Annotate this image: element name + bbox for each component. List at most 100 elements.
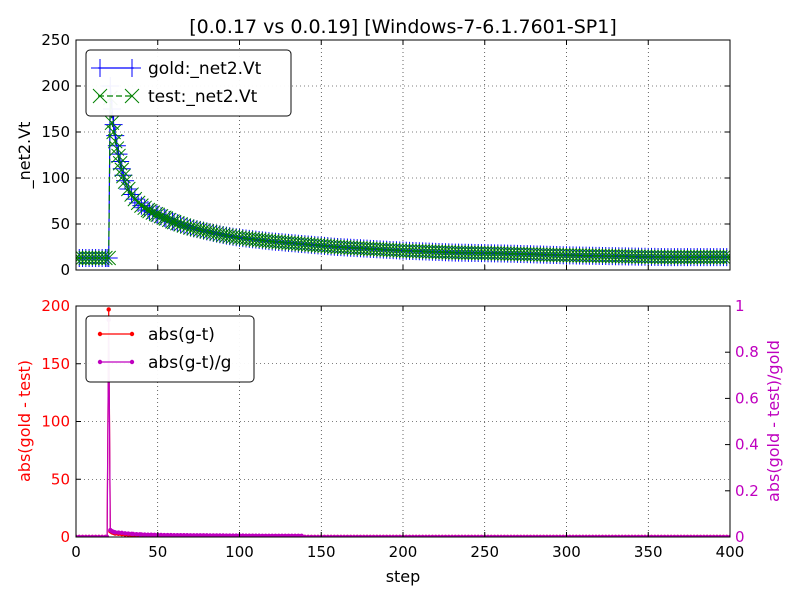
data-point	[476, 534, 481, 537]
data-point	[368, 534, 373, 537]
data-point	[722, 249, 730, 265]
data-point	[191, 533, 196, 537]
x-tick-label: 50	[148, 543, 167, 561]
data-point	[597, 534, 602, 537]
data-point	[80, 534, 85, 537]
data-point	[117, 174, 133, 190]
data-point	[243, 533, 249, 537]
data-point	[328, 534, 334, 537]
data-point	[413, 534, 419, 537]
data-point	[639, 534, 644, 537]
bottom-ylabel-left: abs(gold - test)	[15, 360, 34, 482]
data-point	[145, 532, 151, 537]
y-tick-label: 50	[51, 215, 70, 233]
data-point	[521, 534, 527, 537]
data-point	[116, 530, 121, 535]
data-point	[443, 534, 448, 537]
data-point	[642, 534, 648, 537]
data-point	[201, 533, 206, 537]
data-point	[212, 226, 228, 242]
data-point	[225, 229, 241, 245]
data-point	[541, 534, 546, 537]
data-point	[228, 229, 244, 245]
data-point	[698, 534, 703, 537]
data-point	[466, 534, 471, 537]
data-point	[305, 534, 311, 537]
data-point	[394, 534, 399, 537]
data-point	[508, 534, 514, 537]
data-point	[351, 534, 357, 537]
data-point	[717, 534, 723, 537]
data-point	[678, 534, 684, 537]
data-point	[86, 534, 92, 537]
data-point	[623, 534, 628, 537]
data-point	[189, 221, 205, 237]
data-point	[145, 205, 161, 220]
data-point	[433, 534, 438, 537]
data-point	[691, 534, 697, 537]
data-point	[724, 534, 729, 537]
data-point	[131, 531, 136, 537]
y-tick-label: 200	[41, 77, 70, 95]
data-point	[345, 534, 350, 537]
data-point	[701, 534, 707, 537]
data-point	[106, 124, 121, 140]
data-point	[224, 533, 229, 537]
data-point	[152, 532, 157, 537]
data-point	[247, 533, 252, 537]
data-point	[214, 533, 219, 537]
data-point	[417, 534, 422, 537]
data-point	[652, 534, 657, 537]
y-tick-label: 250	[41, 31, 70, 49]
data-point	[636, 534, 641, 537]
data-point	[577, 534, 582, 537]
data-point	[610, 534, 615, 537]
data-point	[179, 219, 195, 234]
data-point	[547, 534, 553, 537]
data-point	[721, 534, 726, 537]
data-point	[202, 224, 218, 240]
legend: abs(g-t) abs(g-t)/g	[85, 315, 255, 383]
bottom-xlabel: step	[386, 567, 421, 586]
data-point	[518, 534, 523, 537]
data-point	[554, 534, 559, 537]
data-point	[727, 534, 730, 537]
data-point	[528, 534, 533, 537]
data-point	[250, 533, 255, 537]
y-tick-label: 0	[60, 261, 70, 279]
data-point	[315, 534, 321, 537]
data-point	[186, 221, 202, 236]
data-point	[587, 534, 592, 537]
data-point	[162, 532, 167, 537]
data-point	[430, 534, 435, 537]
data-point	[253, 533, 259, 537]
data-point	[207, 533, 213, 537]
data-point	[544, 534, 550, 537]
data-point	[338, 534, 344, 537]
data-point	[606, 534, 612, 537]
data-point	[695, 534, 700, 537]
x-tick-label: 200	[389, 543, 418, 561]
data-point	[371, 534, 376, 537]
data-point	[456, 534, 461, 537]
data-point	[551, 534, 556, 537]
data-point	[719, 249, 730, 265]
data-point	[603, 534, 608, 537]
data-point	[688, 534, 693, 537]
data-point	[682, 534, 687, 537]
data-point	[222, 228, 238, 244]
data-point	[256, 533, 262, 537]
data-point	[165, 214, 180, 229]
legend-marker	[91, 59, 109, 77]
data-point	[364, 534, 370, 537]
data-point	[675, 534, 680, 537]
data-point	[440, 534, 445, 537]
series-layer	[76, 307, 730, 537]
data-point	[116, 168, 131, 184]
data-point	[593, 534, 599, 537]
data-point	[358, 534, 363, 537]
data-point	[149, 532, 154, 537]
data-point	[181, 533, 187, 537]
y-tick-label: 0	[60, 528, 70, 546]
data-point	[387, 534, 393, 537]
